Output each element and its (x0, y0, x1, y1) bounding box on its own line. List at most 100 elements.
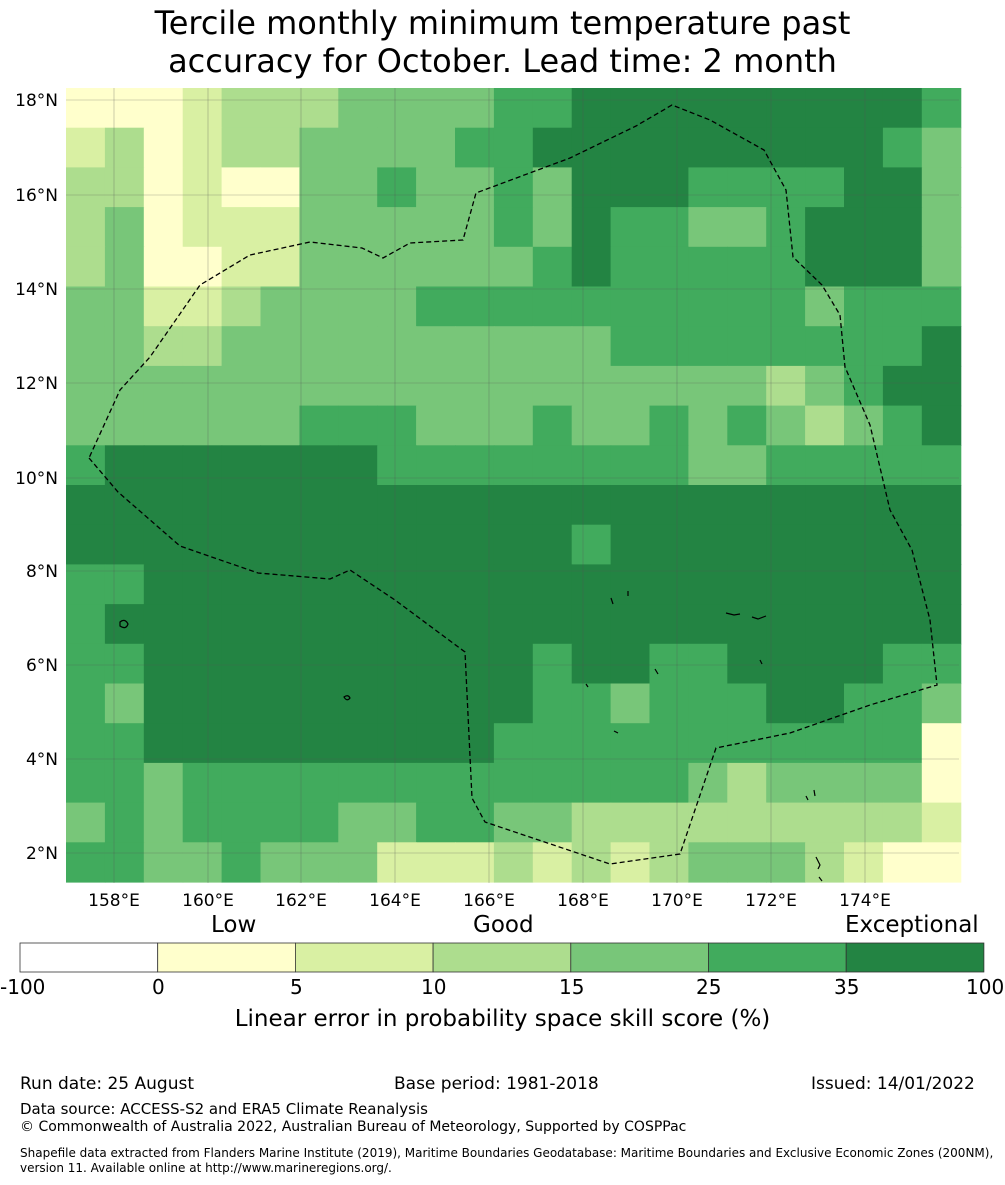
grid-cell (221, 405, 262, 446)
grid-cell (455, 524, 495, 565)
grid-cell (299, 485, 339, 526)
grid-cell (610, 326, 651, 367)
colorbar-tick: 15 (559, 975, 585, 999)
grid-cell (688, 564, 728, 605)
grid-cell (844, 683, 884, 724)
grid-cell (377, 683, 417, 724)
grid-cell (221, 88, 262, 129)
grid-cell (299, 723, 339, 764)
grid-cell (455, 842, 495, 883)
grid-cell (805, 604, 845, 645)
grid-cell (493, 445, 534, 486)
grid-cell (610, 246, 651, 288)
grid-cell (182, 365, 223, 407)
grid-cell (143, 485, 184, 526)
grid-cell (921, 405, 962, 446)
grid-cell (143, 246, 184, 288)
grid-cell (688, 723, 728, 764)
grid-cell (571, 405, 612, 446)
grid-cell (338, 802, 378, 843)
grid-cell (143, 723, 184, 764)
grid-cell (805, 564, 845, 605)
graticule (66, 88, 959, 883)
grid-cell (844, 167, 884, 208)
grid-cell (571, 365, 612, 407)
grid-cell (727, 127, 767, 168)
grid-cell (844, 762, 884, 804)
grid-cell (104, 365, 145, 407)
grid-cell (532, 246, 573, 288)
grid-cell (532, 762, 573, 804)
grid-cell (649, 842, 689, 883)
grid-cell (455, 246, 495, 288)
grid-cell (455, 683, 495, 724)
grid-cell (299, 286, 339, 327)
grid-cell (805, 762, 845, 804)
grid-cell (143, 643, 184, 685)
grid-cell (844, 445, 884, 486)
grid-cell (143, 683, 184, 724)
colorbar-tick: -100 (0, 975, 46, 999)
grid-cell (221, 643, 262, 685)
grid-cell (921, 485, 962, 526)
grid-cell (338, 842, 378, 883)
grid-cell (182, 167, 223, 208)
grid-cell (610, 524, 651, 565)
grid-cell (299, 604, 339, 645)
grid-cell (143, 326, 184, 367)
grid-cell (805, 524, 845, 565)
grid-cell (221, 365, 262, 407)
grid-cell (104, 802, 145, 843)
grid-cell (805, 445, 845, 486)
grid-cell (493, 88, 534, 129)
latitude-label: 6°N (26, 656, 58, 676)
grid-cell (299, 524, 339, 565)
grid-cell (66, 326, 106, 367)
grid-cell (493, 604, 534, 645)
grid-cell (844, 643, 884, 685)
grid-cell (182, 604, 223, 645)
grid-cell (338, 524, 378, 565)
longitude-label: 170°E (651, 891, 703, 911)
grid-cell (260, 246, 300, 288)
grid-cell (338, 207, 378, 248)
colorbar-category-exceptional: Exceptional (845, 912, 979, 938)
grid-cell (299, 564, 339, 605)
grid-cell (143, 167, 184, 208)
grid-cell (688, 643, 728, 685)
grid-cell (104, 524, 145, 565)
grid-cell (921, 207, 962, 248)
grid-cell (766, 524, 806, 565)
map-title-line1: Tercile monthly minimum temperature past (154, 4, 851, 42)
eez-boundary (88, 104, 938, 865)
grid-cell (649, 167, 689, 208)
latitude-labels: 18°N 16°N 14°N 12°N 10°N 8°N 6°N 4°N 2°N (15, 91, 58, 864)
grid-cell (844, 405, 884, 446)
grid-cell (416, 167, 456, 208)
grid-cell (921, 127, 962, 168)
grid-cell (727, 286, 767, 327)
grid-cell (688, 127, 728, 168)
grid-cell (299, 445, 339, 486)
latitude-label: 10°N (15, 469, 58, 489)
grid-cell (610, 365, 651, 407)
grid-cell (66, 842, 106, 883)
grid-cell (727, 842, 767, 883)
grid-cell (143, 207, 184, 248)
grid-cell (260, 286, 300, 327)
grid-cell (416, 564, 456, 605)
grid-cell (221, 842, 262, 883)
grid-cell (688, 802, 728, 843)
grid-cell (532, 485, 573, 526)
grid-cell (571, 723, 612, 764)
grid-cell (377, 286, 417, 327)
grid-cell (221, 762, 262, 804)
grid-cell (882, 365, 923, 407)
grid-cell (493, 326, 534, 367)
grid-cell (688, 167, 728, 208)
grid-cell (844, 365, 884, 407)
grid-cell (455, 405, 495, 446)
grid-cell (649, 683, 689, 724)
grid-cell (921, 524, 962, 565)
grid-cell (182, 802, 223, 843)
